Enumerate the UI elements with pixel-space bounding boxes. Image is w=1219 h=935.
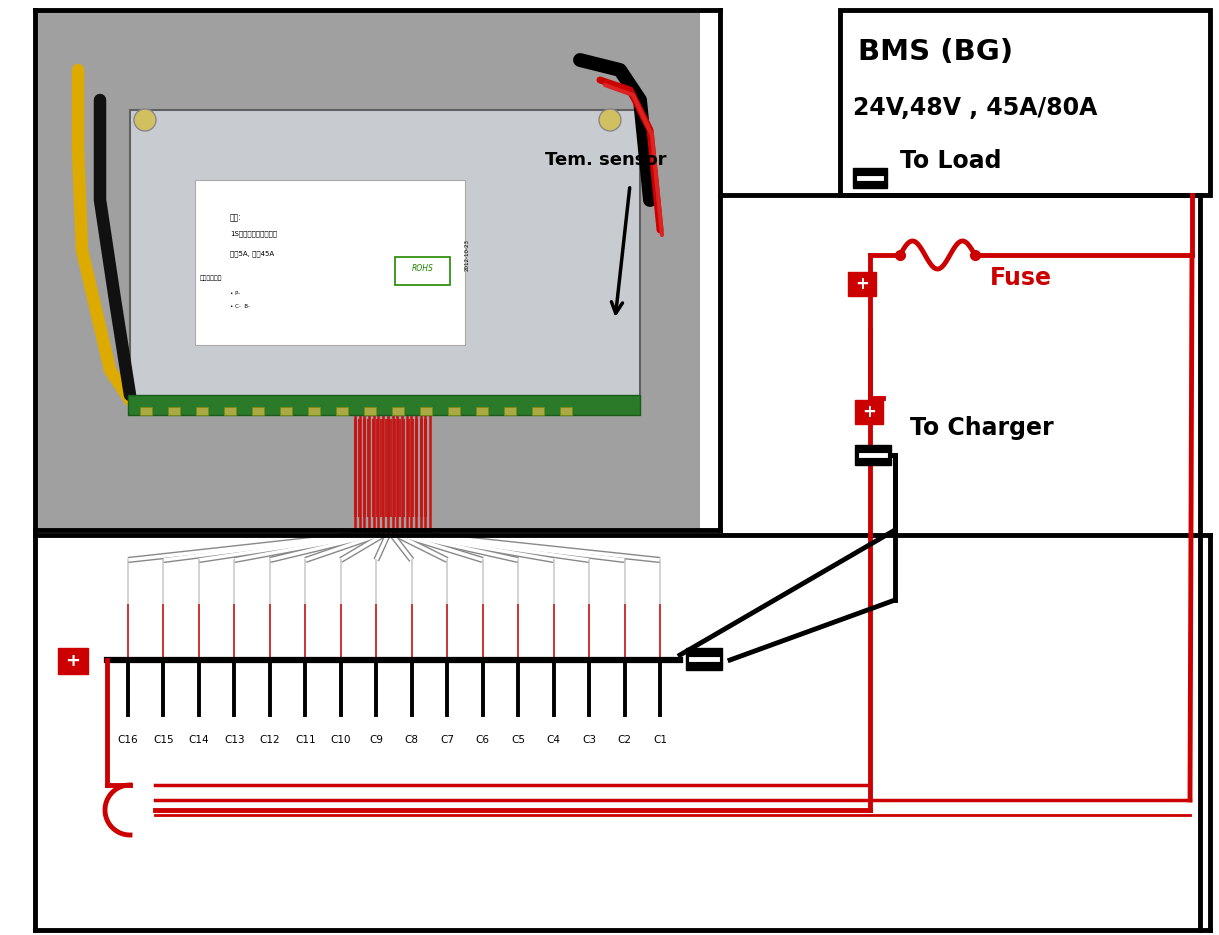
Text: 充电5A, 放电45A: 充电5A, 放电45A [230,250,274,256]
Bar [848,272,876,296]
Bar [395,257,450,285]
Bar [128,395,640,415]
Text: C7: C7 [440,735,455,745]
Bar [280,407,293,415]
Text: C2: C2 [618,735,631,745]
Text: C9: C9 [369,735,383,745]
Bar [140,407,152,415]
Text: +: + [66,652,80,670]
Text: C6: C6 [475,735,490,745]
Bar [195,180,464,345]
Bar [336,407,347,415]
Text: • P-: • P- [230,291,240,296]
Bar [196,407,208,415]
Bar [840,10,1210,195]
Bar [421,407,432,415]
Text: 接线水盘图：: 接线水盘图： [200,276,223,281]
Ellipse shape [599,109,620,131]
Text: C11: C11 [295,735,316,745]
Text: • C-  B-: • C- B- [230,304,250,309]
Bar [853,168,887,188]
Text: 1S非铁锂电池组保护板: 1S非铁锂电池组保护板 [230,230,277,237]
Bar [475,407,488,415]
Bar [503,407,516,415]
Text: +: + [855,275,869,293]
Bar [35,10,700,530]
Text: C1: C1 [653,735,667,745]
Text: C8: C8 [405,735,419,745]
Bar [531,407,544,415]
Bar [449,407,460,415]
Text: C12: C12 [260,735,280,745]
Text: 接线:: 接线: [230,213,241,222]
Bar [393,407,403,415]
Bar [168,407,180,415]
Text: 2012-10-23: 2012-10-23 [464,239,471,271]
Bar [59,648,88,674]
Text: C14: C14 [189,735,210,745]
Text: C3: C3 [581,735,596,745]
Text: To Load: To Load [900,149,1002,173]
Text: To Charger: To Charger [911,416,1053,440]
Text: C16: C16 [118,735,138,745]
Text: Fuse: Fuse [990,266,1052,290]
Bar [560,407,572,415]
Text: BMS (BG): BMS (BG) [858,38,1013,66]
Text: C13: C13 [224,735,245,745]
Text: C4: C4 [546,735,561,745]
Bar [252,407,265,415]
Text: +: + [862,403,876,421]
Bar [686,648,722,670]
Text: C10: C10 [330,735,351,745]
Text: C15: C15 [154,735,174,745]
Text: 24V,48V , 45A/80A: 24V,48V , 45A/80A [853,96,1097,120]
Bar [364,407,375,415]
Bar [308,407,321,415]
Ellipse shape [134,109,156,131]
Bar [855,400,883,424]
Text: C5: C5 [511,735,525,745]
Text: Tem. sensor: Tem. sensor [545,151,667,169]
Bar [855,445,891,465]
Bar [224,407,236,415]
Bar [130,110,640,400]
Text: ROHS: ROHS [412,264,434,273]
